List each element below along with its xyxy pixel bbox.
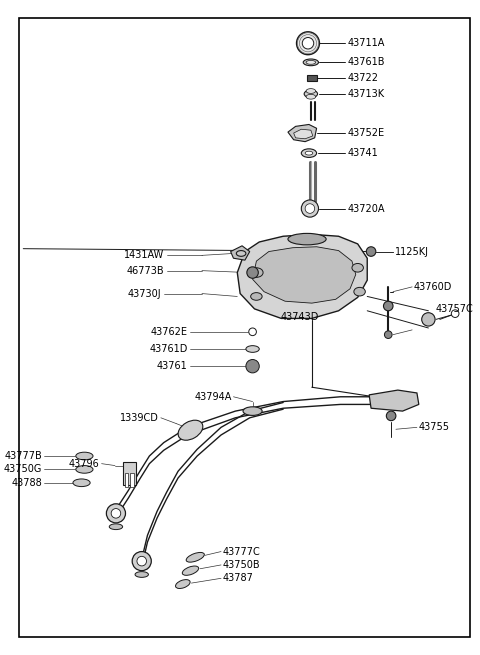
Ellipse shape	[288, 233, 326, 245]
Circle shape	[305, 204, 315, 214]
Circle shape	[384, 331, 392, 339]
Text: 46773B: 46773B	[126, 266, 164, 276]
Bar	[124, 473, 128, 487]
Text: 43788: 43788	[12, 477, 42, 488]
Ellipse shape	[109, 524, 122, 530]
Polygon shape	[288, 124, 317, 141]
Circle shape	[422, 312, 435, 326]
Text: 43761D: 43761D	[149, 344, 188, 354]
Ellipse shape	[243, 407, 262, 415]
Ellipse shape	[306, 94, 316, 99]
Circle shape	[246, 360, 259, 373]
Text: 43750B: 43750B	[223, 560, 261, 570]
Text: 1125KJ: 1125KJ	[395, 246, 429, 257]
Text: 43761B: 43761B	[347, 58, 384, 67]
Ellipse shape	[304, 90, 318, 98]
Ellipse shape	[303, 59, 319, 66]
Ellipse shape	[305, 151, 313, 155]
Circle shape	[247, 267, 258, 278]
Circle shape	[384, 301, 393, 310]
Circle shape	[386, 411, 396, 421]
Text: 43741: 43741	[347, 148, 378, 158]
Polygon shape	[294, 129, 313, 139]
Text: 43760D: 43760D	[414, 282, 453, 292]
Circle shape	[297, 32, 320, 55]
Text: 43796: 43796	[69, 458, 100, 469]
Bar	[307, 75, 317, 81]
Ellipse shape	[176, 580, 190, 588]
Ellipse shape	[306, 60, 316, 64]
Text: 43762E: 43762E	[151, 327, 188, 337]
Circle shape	[366, 247, 376, 256]
Ellipse shape	[186, 552, 204, 562]
Polygon shape	[237, 234, 367, 318]
Ellipse shape	[301, 149, 317, 157]
Bar	[130, 473, 134, 487]
Ellipse shape	[135, 572, 148, 577]
Ellipse shape	[352, 263, 363, 272]
Ellipse shape	[73, 479, 90, 487]
Ellipse shape	[246, 346, 259, 352]
Ellipse shape	[251, 293, 262, 300]
Text: 43722: 43722	[347, 73, 378, 83]
Text: 43720A: 43720A	[347, 204, 384, 214]
Text: 43794A: 43794A	[194, 392, 231, 402]
Text: 43713K: 43713K	[347, 89, 384, 99]
Circle shape	[249, 328, 256, 335]
Ellipse shape	[236, 251, 246, 256]
Ellipse shape	[182, 566, 199, 575]
Polygon shape	[230, 246, 250, 260]
Ellipse shape	[178, 421, 203, 440]
Text: 43777C: 43777C	[223, 546, 261, 557]
Ellipse shape	[76, 466, 93, 473]
Polygon shape	[252, 247, 356, 303]
Polygon shape	[369, 390, 419, 411]
Text: 43711A: 43711A	[347, 38, 384, 48]
Circle shape	[302, 37, 314, 49]
Text: 43755: 43755	[419, 422, 450, 432]
Circle shape	[451, 310, 459, 318]
Text: 43750G: 43750G	[4, 464, 42, 474]
Text: 43752E: 43752E	[347, 128, 384, 138]
Text: 43743D: 43743D	[280, 312, 319, 322]
Ellipse shape	[306, 88, 316, 94]
Circle shape	[111, 508, 120, 518]
Circle shape	[132, 552, 151, 571]
Circle shape	[301, 200, 319, 217]
Bar	[122, 462, 136, 485]
Text: 1431AW: 1431AW	[123, 250, 164, 260]
Text: 43787: 43787	[223, 573, 254, 584]
Text: 43761: 43761	[157, 361, 188, 371]
Circle shape	[137, 556, 146, 566]
Text: 43730J: 43730J	[127, 289, 161, 299]
Ellipse shape	[76, 452, 93, 460]
Text: 1339CD: 1339CD	[120, 413, 159, 422]
Ellipse shape	[250, 268, 263, 277]
Text: 43757C: 43757C	[436, 304, 474, 314]
Ellipse shape	[354, 288, 365, 296]
Circle shape	[107, 504, 125, 523]
Text: 43777B: 43777B	[5, 451, 42, 461]
